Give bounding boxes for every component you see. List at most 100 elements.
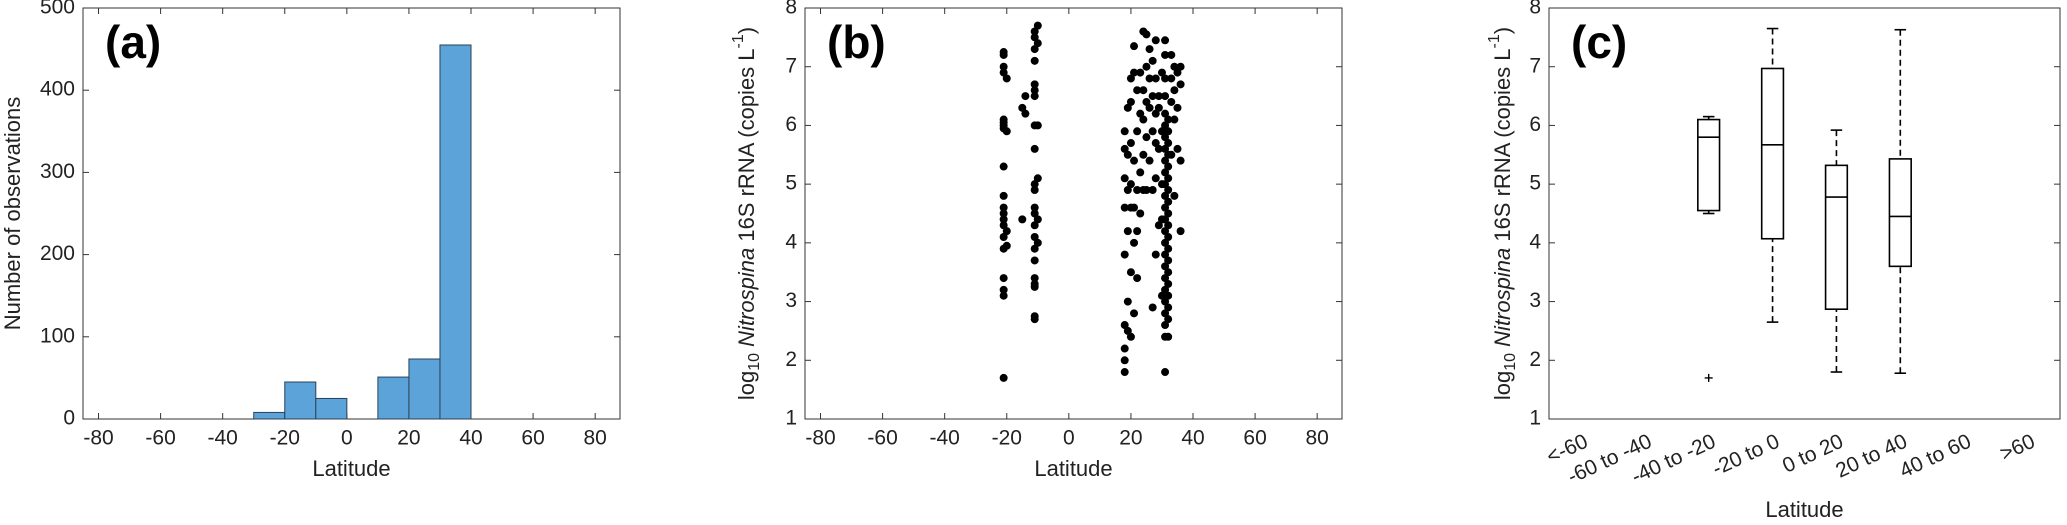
point bbox=[1161, 215, 1170, 224]
point bbox=[1126, 74, 1135, 83]
point bbox=[1151, 36, 1160, 45]
point bbox=[1161, 121, 1170, 130]
point bbox=[1148, 303, 1157, 312]
y-tick-label: 8 bbox=[1529, 0, 1541, 19]
point bbox=[1173, 144, 1182, 153]
point bbox=[1123, 186, 1132, 195]
point bbox=[1161, 321, 1170, 330]
point bbox=[1030, 56, 1039, 65]
point bbox=[1139, 150, 1148, 159]
x-tick-label: 40 to 60 bbox=[1896, 430, 1975, 483]
point bbox=[1133, 274, 1142, 283]
point bbox=[1145, 45, 1154, 54]
y-tick-label: 1 bbox=[785, 407, 797, 430]
point bbox=[1123, 103, 1132, 112]
point bbox=[1130, 156, 1139, 165]
point bbox=[1167, 150, 1176, 159]
x-tick-label: -20 bbox=[270, 427, 300, 450]
point bbox=[1030, 244, 1039, 253]
point bbox=[1133, 227, 1142, 236]
point bbox=[1030, 144, 1039, 153]
point bbox=[1164, 256, 1173, 265]
x-tick-label: 20 to 40 bbox=[1832, 430, 1911, 483]
point bbox=[999, 215, 1008, 224]
point bbox=[1130, 203, 1139, 212]
point bbox=[1164, 209, 1173, 218]
point bbox=[1126, 268, 1135, 277]
point bbox=[1130, 309, 1139, 318]
box bbox=[1888, 158, 1912, 268]
y-tick-label: 0 bbox=[63, 407, 75, 430]
y-axis-label-part: 16S rRNA (copies L bbox=[734, 48, 759, 247]
box bbox=[1824, 164, 1849, 311]
x-tick-label: 80 bbox=[583, 427, 606, 450]
point bbox=[999, 191, 1008, 200]
x-tick-label: -60 bbox=[145, 427, 175, 450]
y-tick-label: 3 bbox=[785, 289, 797, 312]
point bbox=[1030, 221, 1039, 230]
point bbox=[1170, 115, 1179, 124]
y-axis-label-part: ) bbox=[1490, 27, 1515, 34]
point bbox=[1161, 156, 1170, 165]
point bbox=[1161, 92, 1170, 101]
point bbox=[1164, 303, 1173, 312]
point bbox=[1173, 68, 1182, 77]
point bbox=[1161, 238, 1170, 247]
y-axis-label-part: -1 bbox=[730, 34, 747, 48]
y-axis-label-part: 16S rRNA (copies L bbox=[1490, 48, 1515, 247]
x-tick-label: -20 bbox=[992, 427, 1022, 450]
x-tick-label: -60 bbox=[867, 427, 897, 450]
point bbox=[1018, 103, 1027, 112]
y-tick-label: 1 bbox=[1529, 407, 1541, 430]
point bbox=[1136, 109, 1145, 118]
panel-label: (a) bbox=[105, 16, 161, 68]
y-axis-label-part: ) bbox=[734, 27, 759, 34]
point bbox=[1157, 127, 1166, 136]
point bbox=[1151, 139, 1160, 148]
point bbox=[1120, 344, 1129, 353]
point bbox=[999, 203, 1008, 212]
point bbox=[1033, 39, 1042, 48]
y-tick-label: 4 bbox=[785, 230, 797, 253]
point bbox=[1030, 315, 1039, 324]
point bbox=[1164, 174, 1173, 183]
point bbox=[1120, 174, 1129, 183]
point bbox=[1136, 209, 1145, 218]
axes-frame bbox=[804, 7, 1343, 420]
bar bbox=[439, 44, 472, 420]
point bbox=[1161, 109, 1170, 118]
axes-frame bbox=[1548, 7, 2061, 420]
y-tick-label: 7 bbox=[785, 54, 797, 77]
point bbox=[1033, 238, 1042, 247]
bar bbox=[408, 358, 441, 420]
point bbox=[1176, 80, 1185, 89]
point bbox=[1030, 27, 1039, 36]
point bbox=[1142, 97, 1151, 106]
point bbox=[1161, 203, 1170, 212]
point bbox=[1030, 282, 1039, 291]
point bbox=[1030, 203, 1039, 212]
point bbox=[1164, 232, 1173, 241]
point bbox=[1142, 133, 1151, 142]
x-tick-label: -80 bbox=[83, 427, 113, 450]
y-tick-label: 8 bbox=[785, 0, 797, 19]
x-tick-label: 40 bbox=[459, 427, 482, 450]
point bbox=[1133, 86, 1142, 95]
y-axis-label: log10 Nitrospina 16S rRNA (copies L-1) bbox=[730, 27, 763, 400]
point bbox=[1021, 92, 1030, 101]
point bbox=[1030, 256, 1039, 265]
x-tick-label: -40 bbox=[930, 427, 960, 450]
point bbox=[1130, 42, 1139, 51]
point bbox=[1030, 33, 1039, 42]
point bbox=[1164, 315, 1173, 324]
point bbox=[1120, 368, 1129, 377]
y-axis-label-part: log bbox=[734, 371, 759, 400]
bar bbox=[377, 376, 410, 420]
point bbox=[1161, 285, 1170, 294]
point bbox=[1161, 227, 1170, 236]
point bbox=[1126, 97, 1135, 106]
point bbox=[1173, 103, 1182, 112]
point bbox=[1033, 121, 1042, 130]
point bbox=[1142, 186, 1151, 195]
point bbox=[1030, 86, 1039, 95]
